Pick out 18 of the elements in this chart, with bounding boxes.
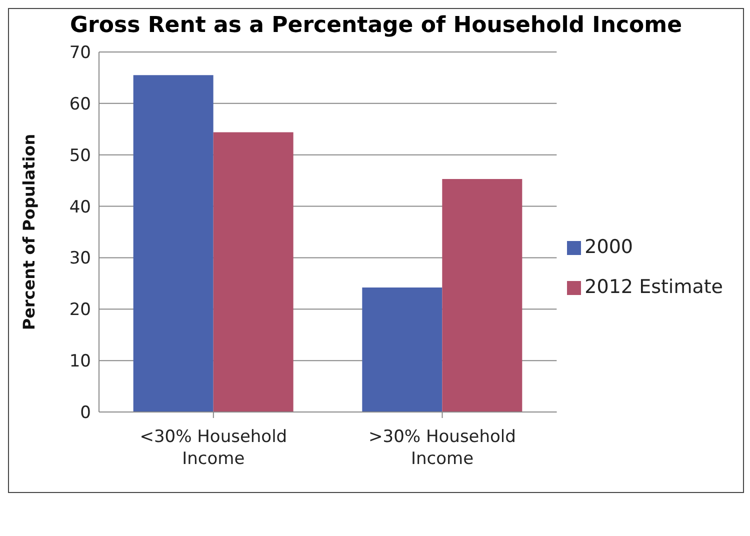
bar bbox=[442, 179, 522, 412]
y-tick-label: 60 bbox=[69, 94, 91, 114]
y-tick-label: 30 bbox=[69, 248, 91, 269]
y-axis-title: Percent of Population bbox=[20, 134, 39, 330]
y-tick-label: 40 bbox=[69, 197, 91, 218]
y-tick-label: 20 bbox=[69, 300, 91, 320]
y-tick-label: 50 bbox=[69, 146, 91, 166]
bar bbox=[213, 132, 294, 412]
chart-title: Gross Rent as a Percentage of Household Income bbox=[68, 12, 683, 40]
x-tick-label: >30% Household Income bbox=[368, 427, 516, 469]
x-tick-label: <30% Household Income bbox=[140, 427, 288, 469]
y-tick-label: 10 bbox=[69, 352, 91, 372]
bar bbox=[362, 288, 442, 412]
legend-label: 2000 bbox=[584, 236, 634, 258]
y-tick-label: 0 bbox=[80, 403, 91, 424]
legend-label: 2012 Estimate bbox=[584, 276, 723, 298]
bar bbox=[133, 75, 214, 412]
y-tick-label: 70 bbox=[69, 43, 91, 64]
